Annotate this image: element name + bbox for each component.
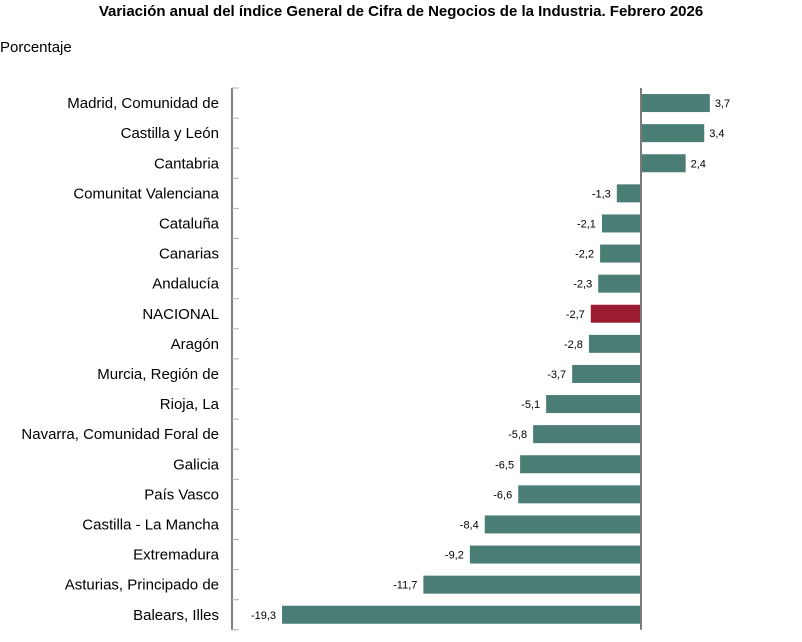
bar — [518, 485, 641, 504]
bar — [598, 274, 641, 293]
data-label: -8,4 — [460, 519, 479, 531]
bar — [590, 304, 641, 323]
category-label: Navarra, Comunidad Foral de — [21, 426, 219, 443]
bar — [641, 124, 705, 143]
data-label: -2,2 — [575, 249, 594, 261]
category-label: Madrid, Comunidad de — [67, 95, 219, 112]
bar — [484, 515, 641, 534]
category-label: Andalucía — [152, 276, 219, 293]
category-label: Extremadura — [133, 547, 220, 564]
bar — [423, 575, 641, 594]
bar — [616, 184, 641, 203]
data-label: -2,8 — [564, 339, 583, 351]
bar — [282, 605, 641, 624]
data-label: -2,1 — [577, 218, 596, 230]
data-label: -6,5 — [495, 459, 514, 471]
data-label: -6,6 — [493, 489, 512, 501]
data-label: -1,3 — [592, 188, 611, 200]
bar — [601, 214, 641, 233]
category-label: Aragón — [171, 336, 219, 353]
data-label: -3,7 — [547, 369, 566, 381]
bar — [469, 545, 641, 564]
data-label: -5,8 — [508, 429, 527, 441]
category-label: Asturias, Principado de — [65, 577, 219, 594]
bar — [546, 395, 641, 414]
category-label: Cataluña — [159, 215, 220, 232]
category-label: Castilla - La Mancha — [82, 516, 219, 533]
data-label: -11,7 — [393, 580, 417, 592]
category-label: Cantabria — [154, 155, 220, 172]
data-label: -2,7 — [566, 309, 585, 321]
bar — [641, 154, 686, 173]
category-label: Comunitat Valenciana — [73, 185, 219, 202]
y-axis-label: Porcentaje — [0, 39, 72, 56]
data-label: -5,1 — [521, 399, 540, 411]
data-label: -9,2 — [445, 550, 464, 562]
category-label: Balears, Illes — [133, 607, 219, 624]
bar — [600, 244, 641, 263]
bar — [588, 334, 641, 353]
data-label: -19,3 — [251, 610, 276, 622]
data-label: 2,4 — [691, 158, 706, 170]
bar — [641, 94, 710, 113]
category-label: Galicia — [173, 456, 220, 473]
category-label: Rioja, La — [160, 396, 220, 413]
chart-title: Variación anual del índice General de Ci… — [98, 3, 704, 20]
category-label: Castilla y León — [121, 125, 219, 142]
category-label: NACIONAL — [142, 306, 219, 323]
data-label: 3,4 — [709, 128, 724, 140]
data-label: 3,7 — [715, 98, 730, 110]
bar — [520, 455, 641, 474]
bar — [572, 364, 641, 383]
bar — [533, 425, 641, 444]
category-label: Murcia, Región de — [97, 366, 219, 383]
category-label: Canarias — [159, 246, 219, 263]
data-label: -2,3 — [573, 279, 592, 291]
category-label: País Vasco — [144, 486, 219, 503]
